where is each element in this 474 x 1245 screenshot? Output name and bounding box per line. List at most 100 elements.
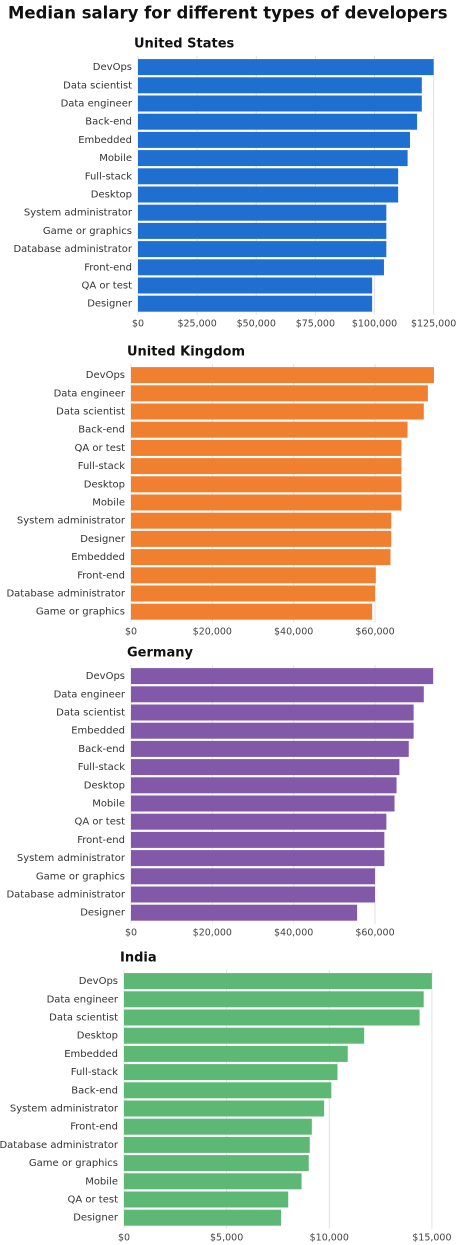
bar	[131, 722, 414, 739]
bar	[131, 458, 402, 475]
bar	[138, 150, 408, 167]
x-tick-label: $50,000	[237, 318, 276, 329]
page-title: Median salary for different types of dev…	[8, 4, 448, 23]
x-tick-label: $100,000	[352, 318, 397, 329]
bar	[131, 512, 392, 529]
bar	[131, 421, 408, 438]
category-label: Database administrator	[13, 244, 132, 255]
category-label: DevOps	[86, 671, 125, 682]
bar	[138, 295, 373, 312]
bar	[138, 113, 418, 130]
x-tick-label: $0	[125, 626, 137, 637]
bar	[131, 868, 375, 885]
category-label: System administrator	[24, 208, 133, 219]
bar	[138, 204, 387, 221]
x-tick-label: $75,000	[296, 318, 335, 329]
category-label: Database administrator	[6, 589, 125, 600]
bar	[131, 813, 387, 830]
category-label: Full-stack	[85, 171, 132, 182]
bar	[138, 186, 399, 203]
category-label: System administrator	[17, 516, 126, 527]
category-label: Full-stack	[71, 1067, 118, 1078]
category-label: Game or graphics	[29, 1158, 118, 1169]
x-tick-label: $15,000	[412, 1232, 451, 1243]
bar	[138, 277, 373, 294]
category-label: Mobile	[92, 498, 125, 509]
bar	[131, 603, 373, 620]
bar	[131, 476, 402, 493]
category-label: Designer	[80, 908, 126, 919]
bar	[131, 704, 414, 721]
bar	[131, 740, 409, 757]
x-tick-label: $25,000	[177, 318, 216, 329]
category-label: Back-end	[78, 744, 125, 755]
bar	[131, 759, 400, 776]
x-tick-label: $40,000	[274, 626, 313, 637]
category-label: DevOps	[93, 62, 132, 73]
x-tick-label: $60,000	[355, 927, 394, 938]
category-label: DevOps	[79, 976, 118, 987]
bar	[131, 530, 392, 547]
category-label: Game or graphics	[36, 607, 125, 618]
category-label: QA or test	[74, 817, 125, 828]
category-label: Data scientist	[56, 407, 125, 418]
x-tick-label: $5,000	[210, 1232, 243, 1243]
category-label: Embedded	[71, 726, 125, 737]
category-label: Game or graphics	[36, 871, 125, 882]
panel: Germany $0 $20,000 $40,000 $60,000 DevOps Data…	[6, 646, 434, 938]
bar	[124, 1118, 312, 1135]
category-label: Data engineer	[47, 994, 119, 1005]
bar	[131, 795, 395, 812]
bar	[124, 991, 424, 1008]
bar	[138, 59, 434, 76]
bar	[124, 1027, 365, 1044]
bar	[131, 904, 358, 921]
bar	[138, 77, 422, 94]
bar	[124, 1136, 310, 1153]
bar	[124, 1209, 282, 1226]
category-label: QA or test	[81, 281, 132, 292]
category-label: Front-end	[84, 262, 132, 273]
panel-title: Germany	[127, 646, 193, 661]
category-label: QA or test	[67, 1195, 118, 1206]
bar	[131, 403, 424, 420]
category-label: Back-end	[78, 425, 125, 436]
category-label: Front-end	[77, 570, 125, 581]
bar	[124, 1100, 325, 1117]
category-label: Full-stack	[78, 461, 125, 472]
category-label: Data engineer	[61, 99, 133, 110]
bar	[124, 973, 432, 990]
category-label: Data scientist	[63, 80, 132, 91]
bar	[124, 1155, 309, 1172]
bar	[138, 241, 387, 258]
bar	[131, 567, 376, 584]
category-label: QA or test	[74, 443, 125, 454]
bar	[138, 95, 422, 112]
panel-title: United States	[134, 37, 235, 52]
panel: United States $0 $25,000 $50,000 $75,000 $100…	[13, 37, 456, 330]
bar	[131, 494, 402, 511]
bar	[124, 1009, 420, 1026]
category-label: Embedded	[71, 552, 125, 563]
category-label: Database administrator	[6, 890, 125, 901]
category-label: Embedded	[64, 1049, 118, 1060]
category-label: Desktop	[84, 479, 125, 490]
category-label: Database administrator	[0, 1140, 119, 1151]
category-label: Data engineer	[54, 388, 126, 399]
category-label: Mobile	[92, 799, 125, 810]
x-tick-label: $40,000	[274, 927, 313, 938]
bar	[131, 549, 391, 566]
category-label: Front-end	[70, 1122, 118, 1133]
panel: United Kingdom $0 $20,000 $40,000 $60,000 Dev…	[6, 345, 434, 637]
bar	[131, 367, 434, 384]
x-tick-label: $0	[125, 927, 137, 938]
bar	[131, 668, 434, 685]
x-tick-label: $20,000	[193, 626, 232, 637]
x-tick-label: $0	[118, 1232, 130, 1243]
category-label: Front-end	[77, 835, 125, 846]
category-label: Mobile	[85, 1176, 118, 1187]
x-tick-label: $60,000	[355, 626, 394, 637]
category-label: DevOps	[86, 370, 125, 381]
panel: India $0 $5,000 $10,000 $15,000 DevOps Data en…	[0, 951, 452, 1244]
